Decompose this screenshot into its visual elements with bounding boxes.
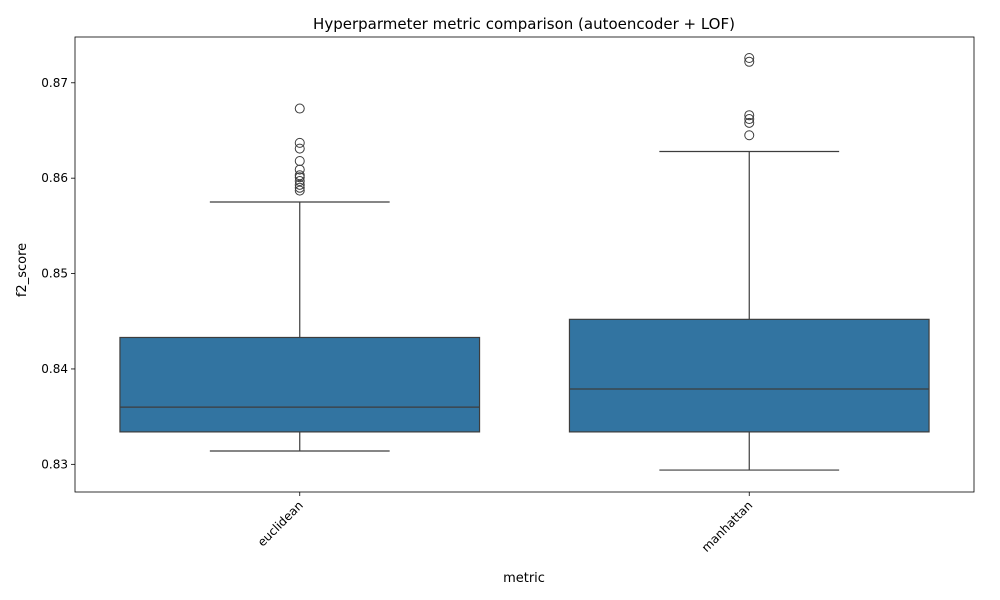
outlier-point xyxy=(744,110,755,121)
y-tick-label: 0.87 xyxy=(41,76,68,90)
outlier-point xyxy=(294,179,305,190)
x-axis-label: metric xyxy=(503,571,545,586)
x-tick-label: euclidean xyxy=(255,498,306,549)
box-euclidean xyxy=(119,103,481,452)
outlier-point xyxy=(294,182,305,193)
outlier-point xyxy=(744,117,755,128)
x-tick-label: manhattan xyxy=(699,498,756,555)
iqr-box xyxy=(568,318,930,433)
outlier-point xyxy=(294,137,305,148)
outlier-point xyxy=(744,130,755,141)
plot-frame xyxy=(74,36,975,493)
outlier-point xyxy=(294,176,305,187)
y-tick-label: 0.84 xyxy=(41,362,68,376)
outlier-point xyxy=(744,56,755,67)
outlier-point xyxy=(294,103,305,114)
y-tick-label: 0.85 xyxy=(41,267,68,281)
outlier-point xyxy=(294,170,305,181)
outlier-point xyxy=(294,143,305,154)
y-axis-label: f2_score xyxy=(15,243,30,297)
plot-area xyxy=(119,52,930,471)
y-tick-label: 0.83 xyxy=(41,457,68,471)
outlier-point xyxy=(744,114,755,125)
x-axis: euclidean manhattan xyxy=(255,492,756,555)
y-axis: 0.83 0.84 0.85 0.86 0.87 xyxy=(41,76,75,471)
chart-title: Hyperparmeter metric comparison (autoenc… xyxy=(313,15,735,33)
iqr-box xyxy=(119,336,481,433)
y-tick-label: 0.86 xyxy=(41,171,68,185)
outlier-point xyxy=(294,156,305,167)
outlier-point xyxy=(744,52,755,63)
outlier-point xyxy=(294,185,305,196)
box-manhattan xyxy=(568,52,930,471)
